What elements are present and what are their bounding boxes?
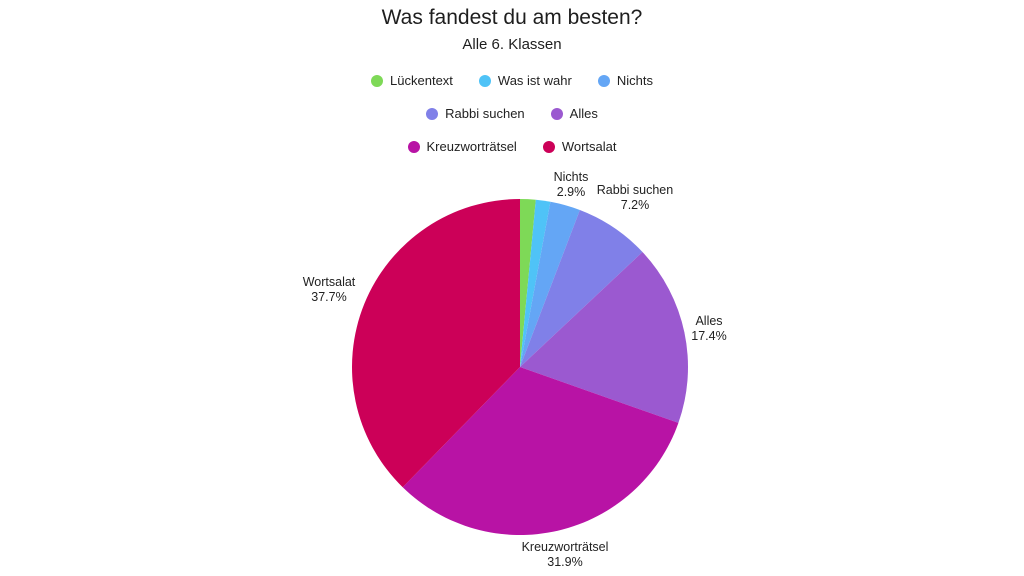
legend-label: Lückentext — [390, 73, 453, 88]
chart-title: Was fandest du am besten? — [381, 6, 643, 29]
legend-swatch — [550, 107, 563, 120]
legend-swatch — [407, 140, 420, 153]
pie-slice-alles — [520, 251, 688, 423]
legend-item-kreuzwortraetsel: Kreuzworträtsel — [407, 139, 517, 154]
legend-label: Was ist wahr — [497, 73, 572, 88]
slice-label-nichts: Nichts — [554, 170, 589, 184]
slice-value-kreuzwortraetsel: 31.9% — [547, 555, 582, 569]
slice-value-nichts: 2.9% — [557, 185, 586, 199]
legend-label: Wortsalat — [561, 139, 617, 154]
slice-label-kreuzwortraetsel: Kreuzworträtsel — [522, 540, 609, 554]
slice-label-alles: Alles — [695, 314, 722, 328]
pie-slice-lueckentext — [520, 199, 536, 367]
pie-slice-rabbi-suchen — [520, 210, 643, 367]
legend-label: Rabbi suchen — [445, 106, 525, 121]
legend-item-rabbi-suchen: Rabbi suchen — [426, 106, 525, 121]
legend-label: Kreuzworträtsel — [426, 139, 517, 154]
legend-label: Alles — [569, 106, 598, 121]
legend-label: Nichts — [616, 73, 653, 88]
chart-subtitle: Alle 6. Klassen — [462, 36, 562, 53]
pie-slice-kreuzwortraetsel — [402, 367, 679, 535]
legend-row: Lückentext Was ist wahr Nichts — [0, 73, 1024, 88]
legend-item-was-ist-wahr: Was ist wahr — [478, 73, 572, 88]
legend-swatch — [371, 74, 384, 87]
slice-value-rabbi-suchen: 7.2% — [621, 198, 650, 212]
slice-value-wortsalat: 37.7% — [311, 290, 346, 304]
legend-item-nichts: Nichts — [597, 73, 653, 88]
legend-row: Rabbi suchen Alles — [0, 106, 1024, 121]
legend-item-lueckentext: Lückentext — [371, 73, 453, 88]
legend-swatch — [542, 140, 555, 153]
legend-swatch — [426, 107, 439, 120]
slice-value-alles: 17.4% — [691, 329, 726, 343]
legend-item-alles: Alles — [550, 106, 598, 121]
pie-slice-wortsalat — [352, 199, 520, 488]
legend-swatch — [478, 74, 491, 87]
legend-swatch — [597, 74, 610, 87]
pie-slice-was-ist-wahr — [520, 199, 551, 367]
slice-label-rabbi-suchen: Rabbi suchen — [597, 183, 673, 197]
legend-item-wortsalat: Wortsalat — [542, 139, 617, 154]
legend-row: Kreuzworträtsel Wortsalat — [0, 139, 1024, 154]
pie-slice-nichts — [520, 201, 580, 367]
slice-label-wortsalat: Wortsalat — [303, 275, 356, 289]
